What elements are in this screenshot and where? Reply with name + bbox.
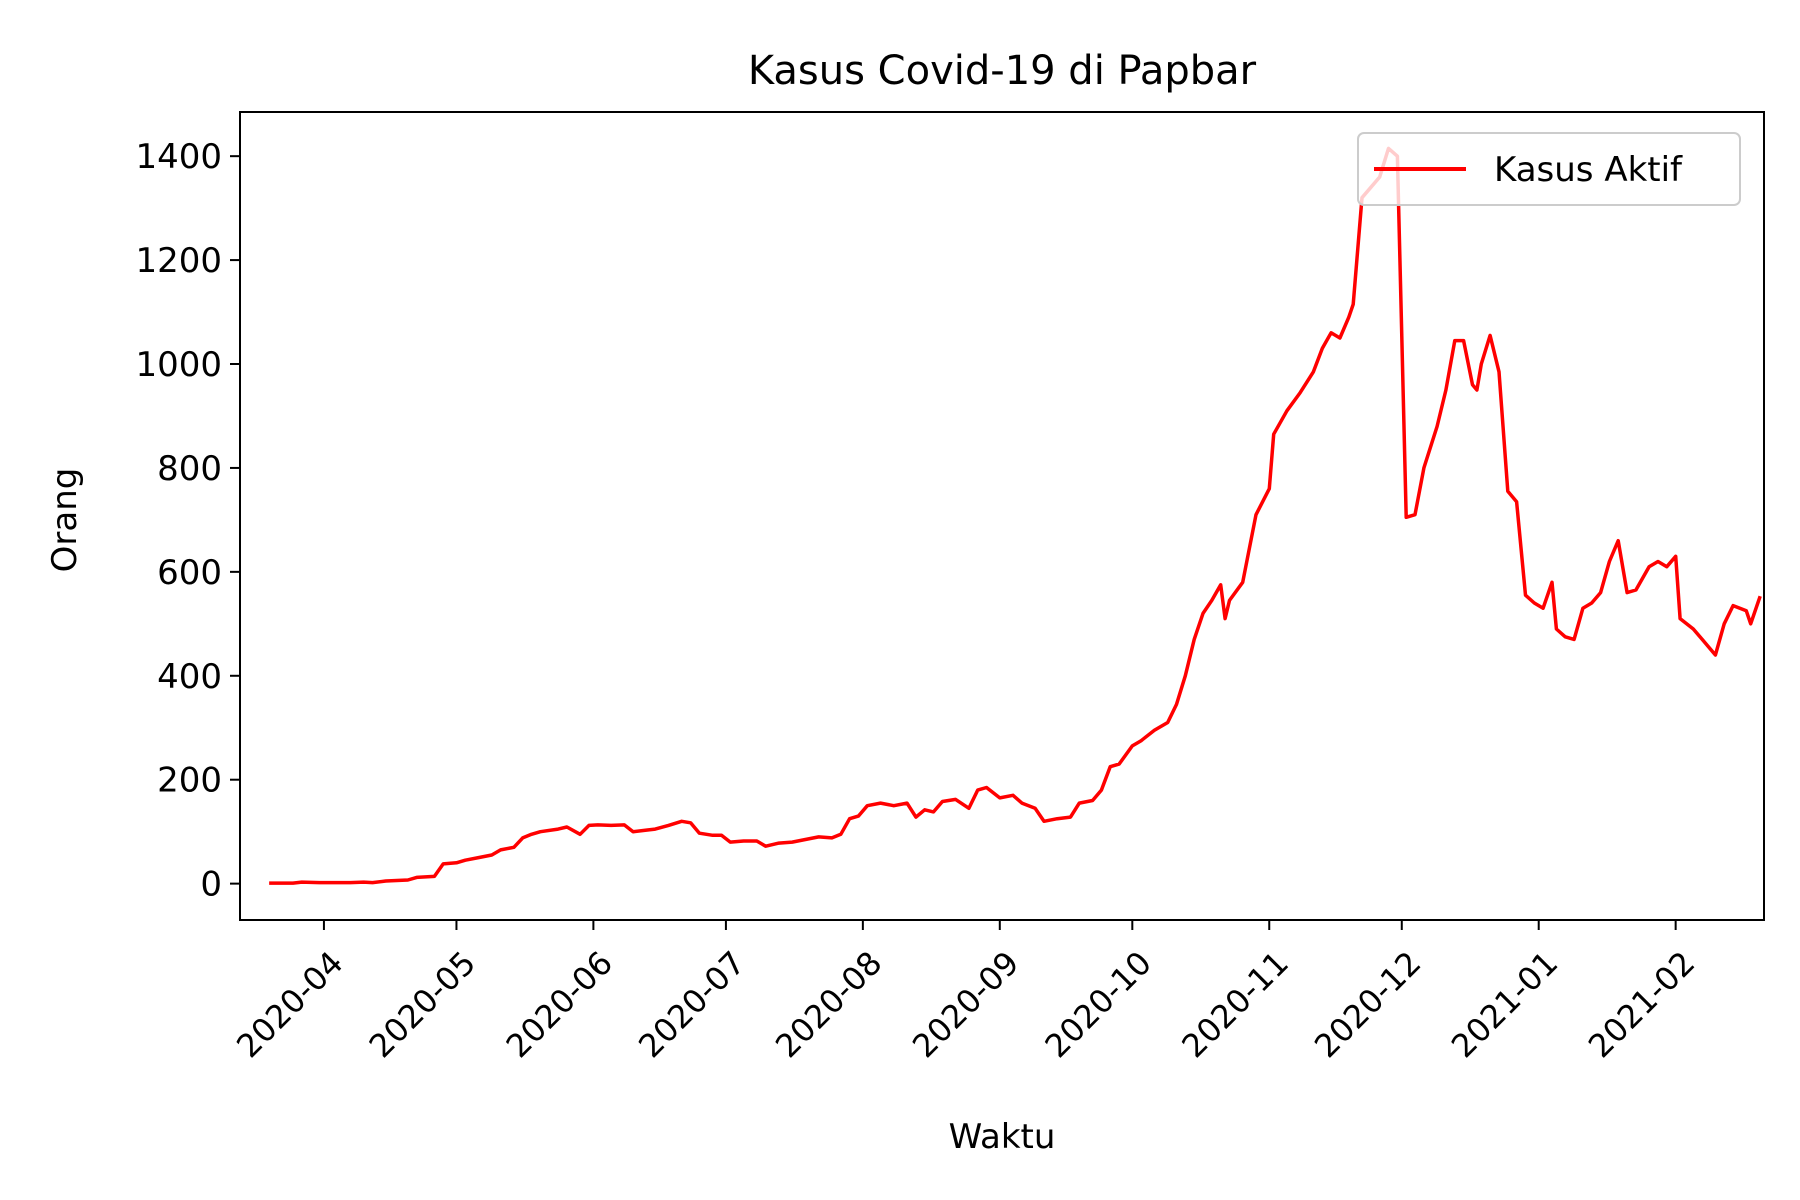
x-axis-label: Waktu [949,1117,1056,1157]
legend: Kasus Aktif [1357,132,1741,206]
y-tick-label: 800 [157,449,222,489]
legend-box [1357,132,1741,206]
y-tick-label: 200 [157,761,222,801]
series-line-kasus-aktif [269,146,1762,885]
y-axis-label: Orang [45,468,85,573]
y-tick-label: 400 [157,657,222,697]
y-tick-label: 1200 [135,241,222,281]
y-tick-label: 0 [200,865,222,905]
y-tick-label: 1400 [135,137,222,177]
plot-area [239,111,1765,921]
chart-title: Kasus Covid-19 di Papbar [748,48,1257,94]
plot-frame [239,111,1765,921]
y-axis: 0 200 400 600 800 1000 1200 1400 [135,137,240,905]
y-tick-label: 600 [157,553,222,593]
y-tick-label: 1000 [135,345,222,385]
legend-label-kasus-aktif: Kasus Aktif [1494,150,1683,190]
series-layer [269,146,1762,885]
